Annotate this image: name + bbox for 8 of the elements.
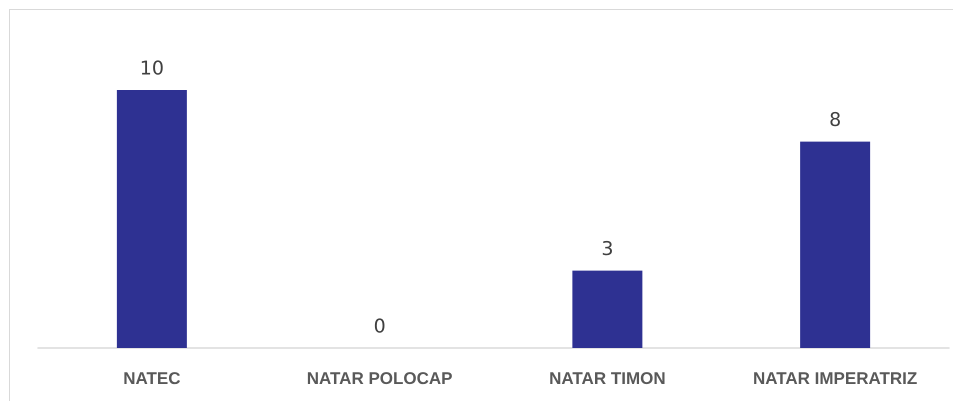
data-label: 8 <box>829 109 842 132</box>
data-label: 3 <box>601 238 614 260</box>
x-tick-label: NATAR TIMON <box>549 369 666 388</box>
x-tick-label: NATAR POLOCAP <box>306 369 453 388</box>
data-label: 10 <box>140 58 164 80</box>
data-label: 0 <box>374 316 386 338</box>
x-tick-label: NATAR IMPERATRIZ <box>752 369 918 388</box>
x-tick-label: NATEC <box>123 369 181 388</box>
